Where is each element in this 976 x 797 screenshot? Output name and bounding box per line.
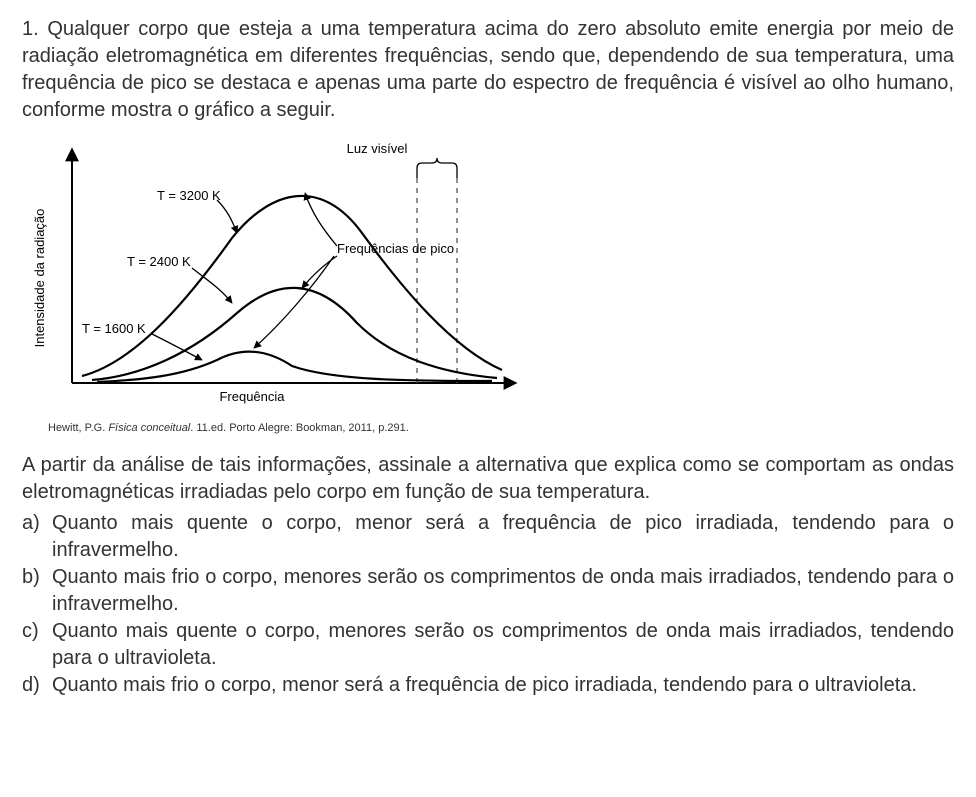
label-1600k: T = 1600 K (82, 321, 146, 336)
blackbody-chart: Intensidade da radiação Frequência Luz v… (22, 138, 542, 434)
option-text: Quanto mais quente o corpo, menor será a… (52, 510, 954, 564)
visible-band-bracket (417, 158, 457, 178)
question-stem: 1. Qualquer corpo que esteja a uma tempe… (22, 16, 954, 124)
option-letter: d) (22, 672, 52, 699)
option-letter: c) (22, 618, 52, 672)
chart-caption: Hewitt, P.G. Física conceitual. 11.ed. P… (22, 422, 542, 434)
question-number: 1. (22, 18, 39, 40)
arrow-peak-1600 (254, 256, 334, 348)
arrow-peak-3200 (305, 193, 337, 246)
arrow-2400k (192, 268, 232, 303)
option-letter: b) (22, 564, 52, 618)
label-2400k: T = 2400 K (127, 254, 191, 269)
options-list: a) Quanto mais quente o corpo, menor ser… (22, 510, 954, 699)
exercise-page: 1. Qualquer corpo que esteja a uma tempe… (0, 0, 976, 723)
caption-suffix: . 11.ed. Porto Alegre: Bookman, 2011, p.… (190, 422, 409, 434)
label-3200k: T = 3200 K (157, 188, 221, 203)
option-text: Quanto mais frio o corpo, menores serão … (52, 564, 954, 618)
caption-title: Física conceitual (108, 422, 190, 434)
option-c[interactable]: c) Quanto mais quente o corpo, menores s… (22, 618, 954, 672)
question-prompt: A partir da análise de tais informações,… (22, 452, 954, 506)
caption-prefix: Hewitt, P.G. (48, 422, 108, 434)
question-body: Qualquer corpo que esteja a uma temperat… (22, 18, 954, 121)
option-d[interactable]: d) Quanto mais frio o corpo, menor será … (22, 672, 954, 699)
y-axis-label: Intensidade da radiação (32, 209, 47, 348)
peaks-label: Frequências de pico (337, 241, 454, 256)
option-text: Quanto mais quente o corpo, menores serã… (52, 618, 954, 672)
arrow-peak-2400 (302, 256, 337, 288)
option-b[interactable]: b) Quanto mais frio o corpo, menores ser… (22, 564, 954, 618)
curve-3200k (82, 196, 502, 376)
option-letter: a) (22, 510, 52, 564)
chart-svg: Intensidade da radiação Frequência Luz v… (22, 138, 542, 418)
x-axis-label: Frequência (219, 389, 285, 404)
option-text: Quanto mais frio o corpo, menor será a f… (52, 672, 954, 699)
arrow-3200k (217, 200, 237, 233)
visible-light-label: Luz visível (347, 141, 408, 156)
option-a[interactable]: a) Quanto mais quente o corpo, menor ser… (22, 510, 954, 564)
